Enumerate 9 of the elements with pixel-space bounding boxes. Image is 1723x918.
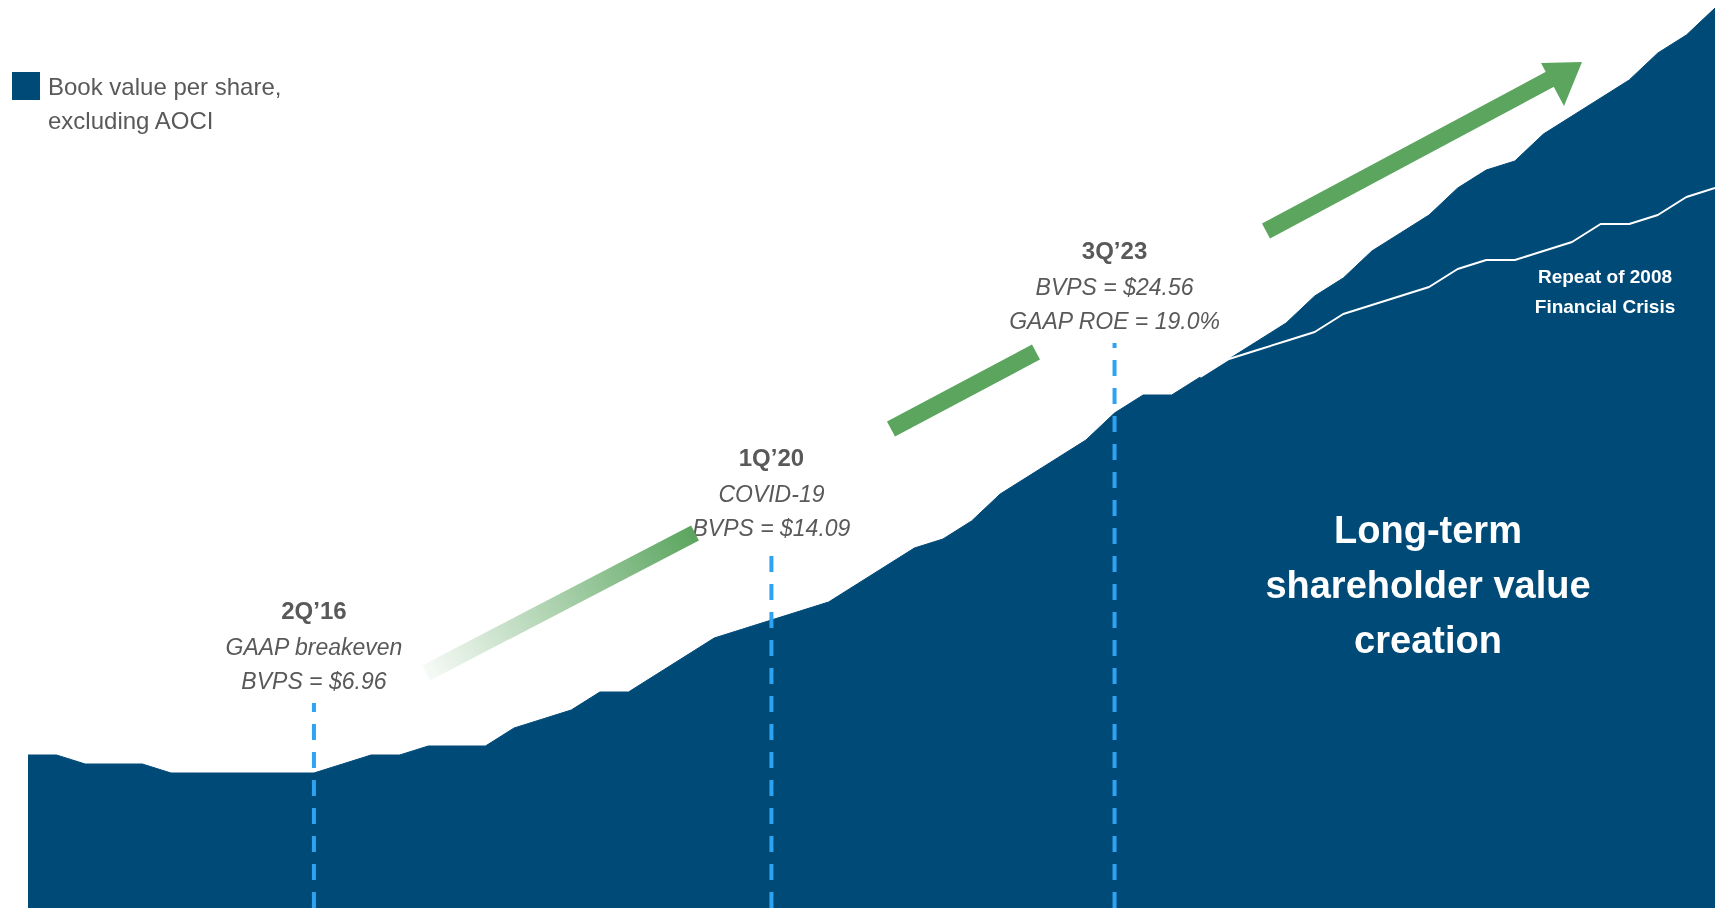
x-tick-label: 3Q’23 bbox=[1081, 237, 1148, 264]
legend-label: Book value per share, excluding AOCI bbox=[48, 72, 283, 136]
series-label: Repeat of 2008 Financial Crisis bbox=[1534, 266, 1676, 317]
ref-line-label: COVID-19 BVPS = $14.09 bbox=[692, 481, 851, 541]
ref-line-label: GAAP breakeven BVPS = $6.96 bbox=[225, 634, 403, 694]
ref-line-label: BVPS = $24.56 GAAP ROE = 19.0% bbox=[1009, 274, 1220, 334]
x-tick-label: 1Q’20 bbox=[738, 444, 805, 471]
x-tick-label: 2Q’16 bbox=[281, 597, 347, 624]
annotation: Long-term shareholder value creation bbox=[1265, 509, 1591, 661]
